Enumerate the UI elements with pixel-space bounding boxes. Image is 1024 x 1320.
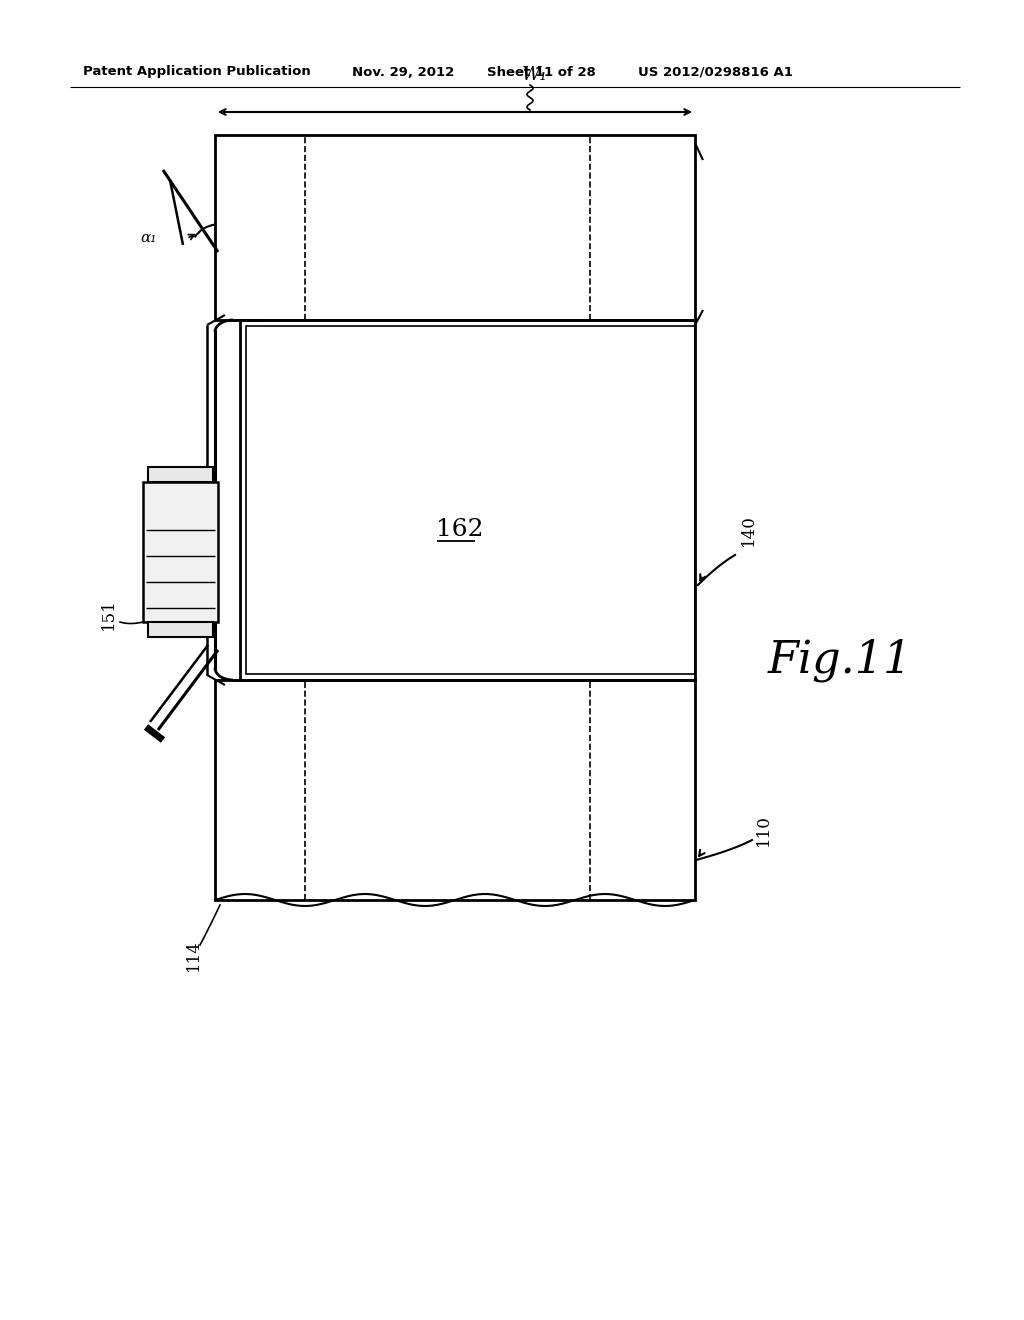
Bar <box>215 135 695 319</box>
Bar <box>148 622 213 638</box>
Bar <box>143 482 218 622</box>
Bar <box>246 326 695 675</box>
Text: 140: 140 <box>740 513 757 546</box>
Text: W₁: W₁ <box>522 66 548 84</box>
Text: α₁: α₁ <box>140 231 157 246</box>
Bar <box>148 467 213 482</box>
Text: 151: 151 <box>99 598 117 630</box>
Text: Patent Application Publication: Patent Application Publication <box>83 66 310 78</box>
Text: 110: 110 <box>755 814 772 846</box>
Text: Fig.11: Fig.11 <box>768 639 912 681</box>
Text: US 2012/0298816 A1: US 2012/0298816 A1 <box>638 66 793 78</box>
Text: 162: 162 <box>436 519 483 541</box>
Text: Nov. 29, 2012: Nov. 29, 2012 <box>352 66 455 78</box>
Text: Sheet 11 of 28: Sheet 11 of 28 <box>487 66 596 78</box>
Bar <box>215 680 695 900</box>
Text: 114: 114 <box>184 939 202 972</box>
Bar <box>240 319 695 680</box>
